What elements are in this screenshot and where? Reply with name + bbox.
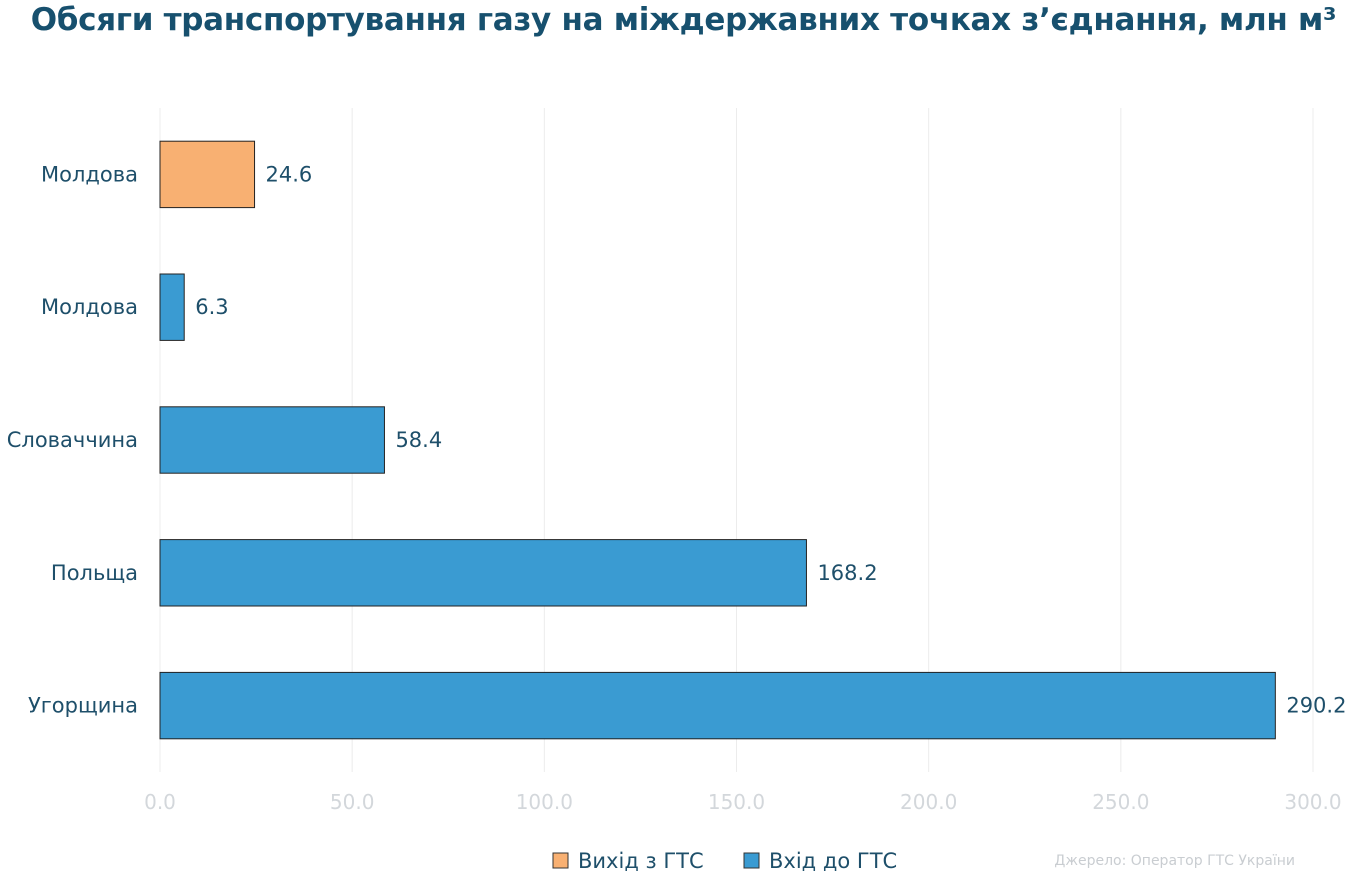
x-tick-label-5: 250.0 <box>1092 790 1149 814</box>
legend: Вихід з ГТС Вхід до ГТС <box>552 849 897 873</box>
bar-3 <box>159 539 807 607</box>
value-label-0: 24.6 <box>266 162 313 186</box>
x-tick-label-3: 150.0 <box>708 790 765 814</box>
x-axis-tick-labels: 0.0 50.0 100.0 150.0 200.0 250.0 300.0 <box>144 790 1342 814</box>
x-tick-label-6: 300.0 <box>1284 790 1341 814</box>
value-label-2: 58.4 <box>395 428 442 452</box>
chart-title: Обсяги транспортування газу на міждержав… <box>30 2 1337 38</box>
value-label-1: 6.3 <box>195 295 228 319</box>
legend-label-vykhid: Вихід з ГТС <box>578 849 704 873</box>
legend-label-vkhid: Вхід до ГТС <box>769 849 897 873</box>
legend-swatch-vkhid <box>743 852 760 869</box>
category-label-3: Польща <box>51 561 138 585</box>
source-note: Джерело: Оператор ГТС України <box>1054 853 1295 869</box>
bars <box>159 140 1276 740</box>
category-label-1: Молдова <box>41 295 138 319</box>
value-label-3: 168.2 <box>817 561 877 585</box>
bar-2 <box>159 406 385 474</box>
x-tick-label-4: 200.0 <box>900 790 957 814</box>
category-label-2: Словаччина <box>7 428 138 452</box>
value-label-4: 290.2 <box>1286 694 1346 718</box>
legend-swatch-vykhid <box>552 852 569 869</box>
category-labels: Молдова Молдова Словаччина Польща Угорщина <box>7 162 138 717</box>
x-tick-label-2: 100.0 <box>516 790 573 814</box>
x-tick-label-0: 0.0 <box>144 790 176 814</box>
category-label-4: Угорщина <box>28 694 138 718</box>
value-labels: 24.6 6.3 58.4 168.2 290.2 <box>195 162 1346 717</box>
bar-4 <box>159 671 1276 740</box>
bar-0 <box>159 140 256 209</box>
category-label-0: Молдова <box>41 162 138 186</box>
x-tick-label-1: 50.0 <box>330 790 375 814</box>
bar-1 <box>159 273 185 341</box>
